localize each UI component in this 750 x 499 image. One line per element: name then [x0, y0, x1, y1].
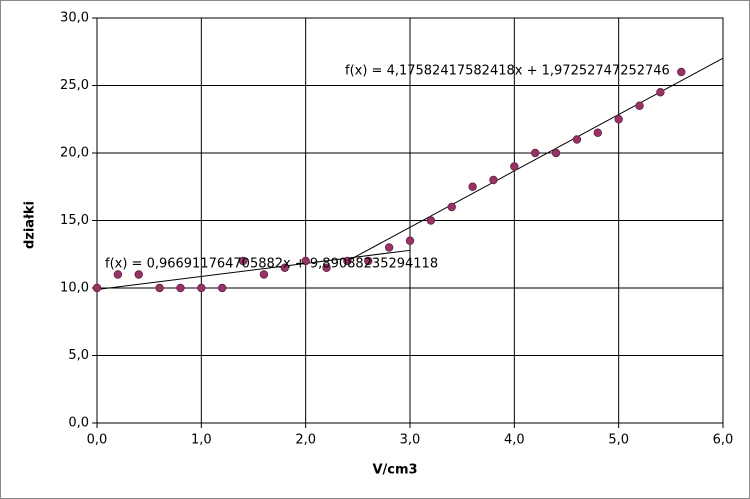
plot-border	[96, 17, 724, 424]
x-tick-label: 3,0	[400, 433, 421, 448]
y-tick-label: 30,0	[60, 11, 89, 26]
point	[551, 148, 561, 158]
x-tick-label: 6,0	[713, 433, 734, 448]
x-tick-label: 5,0	[608, 433, 629, 448]
point	[593, 128, 602, 137]
trendline-label: f(x) = 0,966911764705882x + 9,8908823529…	[105, 257, 438, 272]
point	[134, 270, 143, 279]
y-tick-label: 0,0	[68, 416, 89, 431]
y-tick-label: 5,0	[68, 348, 89, 363]
x-tick-label: 4,0	[504, 433, 525, 448]
point	[405, 236, 415, 245]
point	[92, 283, 102, 293]
point	[113, 270, 123, 279]
point	[677, 67, 686, 77]
x-tick-label: 2,0	[295, 433, 316, 448]
y-tick-label: 20,0	[60, 146, 89, 161]
point	[572, 135, 582, 144]
point	[322, 263, 331, 272]
y-tick-label: 25,0	[60, 78, 89, 93]
point	[176, 283, 185, 293]
point	[510, 162, 519, 171]
point	[155, 283, 164, 293]
y-tick-label: 15,0	[60, 213, 89, 228]
point	[468, 182, 477, 191]
point	[656, 88, 665, 97]
point	[197, 283, 206, 293]
point	[343, 256, 352, 266]
x-tick-label: 0,0	[87, 433, 108, 448]
point	[217, 283, 227, 293]
trendline	[96, 249, 411, 290]
point	[426, 216, 436, 225]
plot-area: 0,0 5,0 10,0 15,0 20,0 25,0 30,0 0,0 1,0 2,0 3,0 4,…	[60, 11, 733, 448]
point	[635, 101, 644, 110]
point	[259, 270, 269, 279]
x-tick-label: 1,0	[191, 433, 212, 448]
point	[301, 256, 310, 266]
point	[238, 256, 248, 266]
point	[384, 243, 394, 252]
point	[614, 115, 623, 124]
x-axis-title: V/cm3	[372, 463, 417, 478]
point	[280, 263, 289, 272]
y-tick-label: 10,0	[60, 281, 89, 296]
point	[489, 175, 498, 185]
trendline-label: f(x) = 4,17582417582418x + 1,97252747252…	[345, 64, 670, 79]
point	[447, 202, 456, 212]
point	[364, 256, 373, 266]
point	[531, 148, 540, 158]
y-axis-title: działki	[23, 201, 38, 249]
